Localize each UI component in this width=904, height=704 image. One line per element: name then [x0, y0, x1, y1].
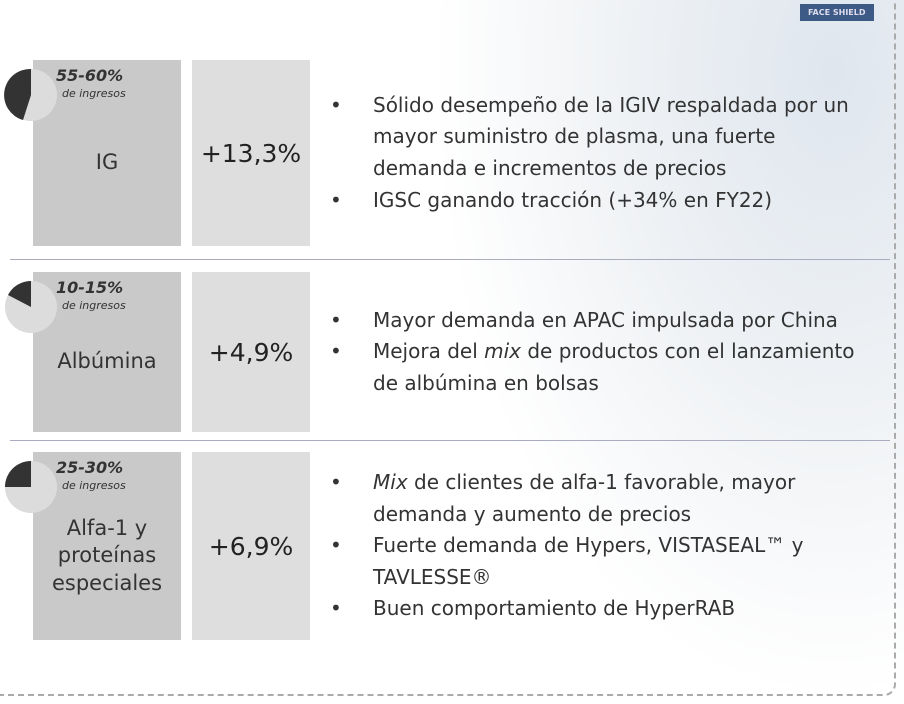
pie-icon [5, 461, 57, 513]
row: 25-30% de ingresos Alfa-1 y proteínas es… [0, 452, 904, 640]
share: 10-15% [56, 278, 124, 297]
text: Fuerte demanda de Hypers, VISTASEAL™ y T… [373, 533, 804, 589]
bullet: Mejora del mix de productos con el lanza… [330, 336, 860, 399]
growth: +6,9% [192, 452, 310, 640]
row: 10-15% de ingresos Albúmina +4,9% Mayor … [0, 272, 904, 432]
share: 25-30% [56, 458, 124, 477]
text: mix [484, 339, 521, 364]
bullet: Sólido desempeño de la IGIV respaldada p… [330, 90, 860, 185]
bullet: Mix de clientes de alfa-1 favorable, may… [330, 467, 860, 530]
text: IGSC ganando tracción (+34% en FY22) [373, 187, 773, 212]
separator [10, 440, 890, 441]
row: 55-60% de ingresos IG +13,3% Sólido dese… [0, 60, 904, 246]
text: de clientes de alfa-1 favorable, mayor d… [373, 470, 796, 526]
segment-name: Alfa-1 y proteínas especiales [51, 516, 163, 595]
badge: FACE SHIELD [800, 4, 874, 21]
text: de productos con el lanzamiento de albúm… [373, 339, 855, 395]
pie-icon [4, 68, 57, 121]
share: 55-60% [56, 66, 124, 85]
bullet-list: Sólido desempeño de la IGIV respaldada p… [330, 60, 860, 246]
bullet-list: Mayor demanda en APAC impulsada por Chin… [330, 272, 860, 432]
text: Mejora del [373, 339, 485, 364]
segment-box [33, 60, 181, 246]
pie-icon [5, 281, 57, 333]
segment-name: Albúmina [57, 349, 157, 374]
text: Mayor demanda en APAC impulsada por Chin… [373, 307, 838, 332]
dashed-frame [0, 0, 896, 696]
share-note: de ingresos [62, 299, 126, 312]
share-note: de ingresos [62, 87, 126, 100]
bullet: Mayor demanda en APAC impulsada por Chin… [330, 305, 860, 337]
segment-box [33, 272, 181, 432]
bullet: Fuerte demanda de Hypers, VISTASEAL™ y T… [330, 530, 860, 593]
bullet: IGSC ganando tracción (+34% en FY22) [330, 185, 860, 217]
text: Buen comportamiento de HyperRAB [373, 596, 736, 621]
text: Sólido desempeño de la IGIV respaldada p… [373, 92, 849, 180]
bullet: Buen comportamiento de HyperRAB [330, 593, 860, 625]
growth: +4,9% [192, 272, 310, 432]
separator [10, 259, 890, 260]
text: Mix [373, 470, 408, 495]
growth: +13,3% [192, 60, 310, 246]
share-note: de ingresos [62, 479, 126, 492]
segment-name: IG [95, 150, 119, 175]
segment-box [33, 452, 181, 640]
bullet-list: Mix de clientes de alfa-1 favorable, may… [330, 452, 860, 640]
